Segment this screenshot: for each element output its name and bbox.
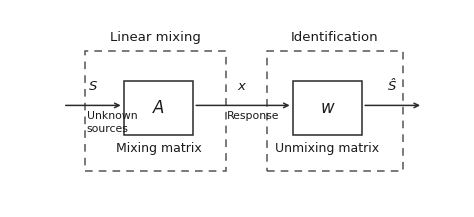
Bar xyxy=(292,81,362,135)
Text: Mixing matrix: Mixing matrix xyxy=(116,142,201,155)
Text: A: A xyxy=(153,99,164,117)
Text: Ŝ: Ŝ xyxy=(388,80,396,93)
Text: w: w xyxy=(320,99,334,117)
Text: Linear mixing: Linear mixing xyxy=(110,31,201,44)
Text: Identification: Identification xyxy=(291,31,379,44)
Bar xyxy=(85,51,227,171)
Text: Response: Response xyxy=(227,111,279,121)
Text: x: x xyxy=(237,80,245,93)
Text: Unknown
sources: Unknown sources xyxy=(87,111,137,134)
Text: Unmixing matrix: Unmixing matrix xyxy=(275,142,380,155)
Bar xyxy=(267,51,403,171)
Text: S: S xyxy=(89,80,97,93)
Bar xyxy=(124,81,193,135)
